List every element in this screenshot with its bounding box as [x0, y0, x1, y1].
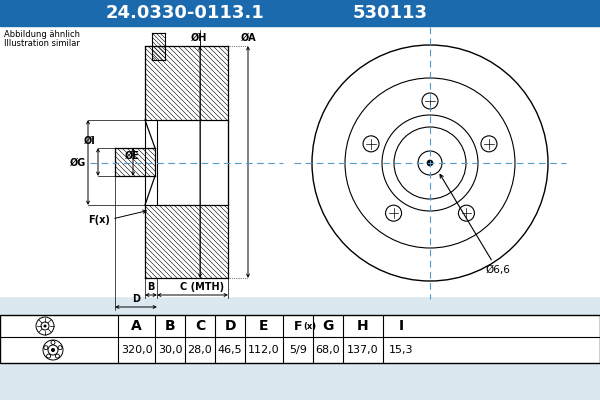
- Text: F(x): F(x): [88, 215, 110, 225]
- Bar: [145, 120, 228, 205]
- Text: B: B: [164, 319, 175, 333]
- Text: 5/9: 5/9: [289, 345, 307, 355]
- Text: C: C: [195, 319, 205, 333]
- Text: 320,0: 320,0: [121, 345, 152, 355]
- Circle shape: [44, 324, 47, 328]
- Text: G: G: [322, 319, 334, 333]
- Bar: [115, 148, 155, 176]
- Bar: [145, 205, 228, 278]
- Text: B: B: [148, 282, 155, 292]
- Bar: [280, 26, 600, 296]
- Text: 46,5: 46,5: [218, 345, 242, 355]
- Text: I: I: [399, 319, 404, 333]
- Text: Ø6,6: Ø6,6: [440, 174, 510, 275]
- Text: 112,0: 112,0: [248, 345, 280, 355]
- Text: H: H: [357, 319, 369, 333]
- Text: C (MTH): C (MTH): [181, 282, 224, 292]
- Text: 530113: 530113: [353, 4, 427, 22]
- Text: Abbildung ähnlich: Abbildung ähnlich: [4, 30, 80, 39]
- Text: ØG: ØG: [70, 158, 86, 168]
- Text: Illustration similar: Illustration similar: [4, 39, 80, 48]
- Text: ØI: ØI: [84, 136, 96, 146]
- Text: A: A: [131, 319, 142, 333]
- Bar: [145, 46, 228, 120]
- Text: 24.0330-0113.1: 24.0330-0113.1: [106, 4, 265, 22]
- Text: 30,0: 30,0: [158, 345, 182, 355]
- Text: ØH: ØH: [191, 33, 207, 43]
- Text: F: F: [294, 320, 302, 332]
- Text: D: D: [132, 294, 140, 304]
- Text: E: E: [259, 319, 269, 333]
- Circle shape: [51, 348, 55, 352]
- Bar: [0, 26, 280, 296]
- Bar: [152, 33, 165, 60]
- Bar: [0, 315, 600, 363]
- Text: ØE: ØE: [125, 151, 139, 161]
- Text: 137,0: 137,0: [347, 345, 379, 355]
- Text: (x): (x): [303, 322, 316, 330]
- Circle shape: [427, 160, 433, 166]
- Text: 28,0: 28,0: [188, 345, 212, 355]
- Bar: [0, 0, 600, 26]
- Text: 15,3: 15,3: [389, 345, 414, 355]
- Text: ØA: ØA: [241, 33, 257, 43]
- Text: 68,0: 68,0: [316, 345, 340, 355]
- Text: D: D: [224, 319, 236, 333]
